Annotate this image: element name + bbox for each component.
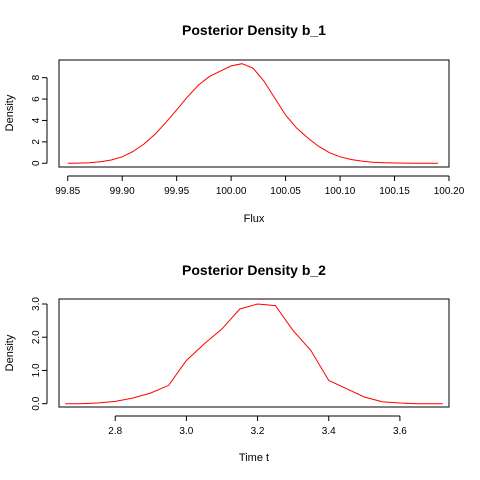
x-tick-label: 100.00: [216, 186, 247, 197]
chart-panel-b2: Posterior Density b_2 2.8 3.0 3.2 3.4 3.6 0.0…: [4, 262, 450, 464]
plot-frame: [58, 59, 450, 168]
chart-title: Posterior Density b_2: [182, 262, 326, 278]
x-tick-label: 99.95: [164, 186, 189, 197]
y-tick-label: 1.0: [31, 363, 42, 377]
x-tick-label: 99.90: [110, 186, 135, 197]
y-axis-label: Density: [4, 94, 16, 131]
x-axis-label: Flux: [244, 213, 265, 225]
x-tick-label: 3.2: [251, 426, 265, 437]
x-axis-label: Time t: [239, 452, 269, 464]
x-tick-label: 100.05: [270, 186, 301, 197]
y-tick-label: 4: [31, 117, 42, 123]
x-tick-label: 3.6: [393, 426, 407, 437]
plot-frame: [58, 298, 450, 408]
marks: 2.8 3.0 3.2 3.4 3.6 0.0 1.0 2.0 3.0: [31, 297, 443, 437]
x-tick-label: 100.20: [434, 186, 465, 197]
x-tick-label: 100.10: [325, 186, 356, 197]
x-tick-label: 2.8: [108, 426, 122, 437]
y-tick-label: 2: [31, 139, 42, 145]
y-tick-label: 8: [31, 74, 42, 80]
x-tick-label: 3.0: [179, 426, 193, 437]
marks: 99.85 99.90 99.95 100.00 100.05 100.10 100.15 1…: [31, 63, 465, 197]
x-tick-label: 3.4: [322, 426, 336, 437]
y-tick-label: 6: [31, 96, 42, 102]
chart-title: Posterior Density b_1: [182, 22, 326, 38]
y-tick-label: 0.0: [31, 396, 42, 410]
density-curve: [65, 303, 443, 405]
y-tick-label: 3.0: [31, 297, 42, 311]
x-tick-label: 100.15: [379, 186, 410, 197]
y-tick-label: 0: [31, 160, 42, 166]
chart-panel-b1: Posterior Density b_1 99.85 99.90 99.95 100…: [4, 22, 465, 225]
x-tick-label: 99.85: [55, 186, 80, 197]
density-curve: [67, 63, 439, 164]
y-tick-label: 2.0: [31, 330, 42, 344]
y-axis-label: Density: [4, 334, 16, 371]
